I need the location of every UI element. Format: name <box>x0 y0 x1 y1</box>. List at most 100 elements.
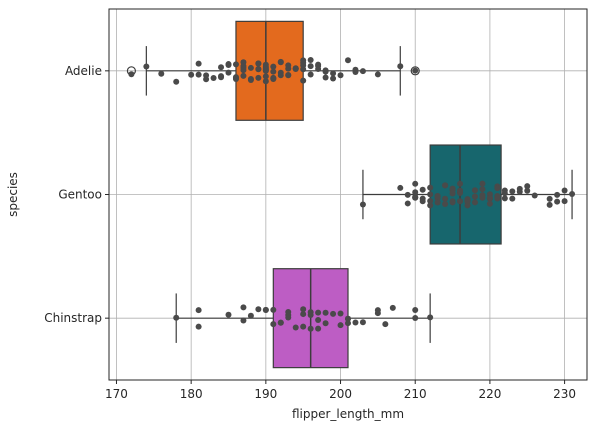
data-point <box>203 72 210 79</box>
data-point <box>501 187 508 194</box>
strip-points-layer <box>128 56 576 332</box>
data-point <box>546 195 553 202</box>
data-point <box>501 195 508 202</box>
data-point <box>419 186 426 193</box>
tick-layer: 170 180 190 200 210 220 230 Adelie Gentoo Chinstr… <box>44 64 576 401</box>
data-point <box>247 75 254 82</box>
data-point <box>315 66 322 73</box>
data-point <box>285 62 292 69</box>
y-tick-label: Chinstrap <box>44 311 102 325</box>
data-point <box>479 194 486 201</box>
data-point <box>225 311 232 318</box>
data-point <box>307 56 314 63</box>
data-point <box>449 199 456 206</box>
x-tick-label: 200 <box>329 387 352 401</box>
data-point <box>307 63 314 70</box>
data-point <box>494 193 501 200</box>
data-point <box>315 309 322 316</box>
data-point <box>554 198 561 205</box>
data-point <box>315 61 322 68</box>
data-point <box>531 192 538 199</box>
data-point <box>434 199 441 206</box>
data-point <box>457 198 464 205</box>
data-point <box>300 323 307 330</box>
data-point <box>128 71 135 78</box>
data-point <box>322 320 329 327</box>
data-point <box>210 75 217 82</box>
data-point <box>195 307 202 314</box>
data-point <box>292 324 299 331</box>
data-point <box>337 72 344 79</box>
data-point <box>292 66 299 73</box>
data-point <box>225 61 232 68</box>
data-point <box>427 184 434 191</box>
data-point <box>442 195 449 202</box>
data-point <box>262 306 269 313</box>
x-axis-label: flipper_length_mm <box>292 407 404 421</box>
data-point <box>374 307 381 314</box>
data-point <box>240 72 247 79</box>
data-point <box>464 202 471 209</box>
data-point <box>486 200 493 207</box>
data-point <box>255 74 262 81</box>
y-tick-label: Gentoo <box>58 188 102 202</box>
data-point <box>307 309 314 316</box>
data-point <box>561 198 568 205</box>
outlier-marker <box>410 66 420 76</box>
data-point <box>561 187 568 194</box>
data-point <box>449 185 456 192</box>
data-point <box>307 71 314 78</box>
data-point <box>427 314 434 321</box>
data-point <box>240 304 247 311</box>
x-tick-label: 220 <box>478 387 501 401</box>
data-point <box>442 201 449 208</box>
data-point <box>427 202 434 209</box>
data-point <box>270 321 277 328</box>
data-point <box>300 59 307 66</box>
data-point <box>277 58 284 65</box>
data-point <box>143 63 150 70</box>
data-point <box>277 319 284 326</box>
data-point <box>262 66 269 73</box>
data-point <box>427 191 434 198</box>
data-point <box>285 314 292 321</box>
data-point <box>232 75 239 82</box>
data-point <box>315 316 322 323</box>
data-point <box>300 306 307 313</box>
data-point <box>412 307 419 314</box>
data-point <box>359 319 366 326</box>
data-point <box>352 319 359 326</box>
data-point <box>195 71 202 78</box>
data-point <box>285 72 292 79</box>
data-point <box>262 73 269 80</box>
data-point <box>382 321 389 328</box>
data-point <box>516 185 523 192</box>
data-point <box>352 66 359 73</box>
data-point <box>397 184 404 191</box>
data-point <box>345 320 351 327</box>
data-point <box>397 63 404 70</box>
data-point <box>307 325 314 332</box>
data-point <box>188 71 195 78</box>
data-point <box>524 183 531 190</box>
data-point <box>419 195 426 202</box>
x-tick-label: 170 <box>105 387 128 401</box>
data-point <box>389 304 396 311</box>
data-point <box>471 193 478 200</box>
data-point <box>330 310 337 317</box>
data-point <box>464 197 471 204</box>
data-point <box>232 61 239 68</box>
data-point <box>457 187 464 194</box>
data-point <box>509 195 516 202</box>
data-point <box>412 67 419 74</box>
data-point <box>255 60 262 67</box>
data-point <box>412 194 419 201</box>
data-point <box>315 325 322 332</box>
data-point <box>322 68 329 75</box>
data-point <box>337 322 344 329</box>
data-point <box>337 310 344 317</box>
data-point <box>277 69 284 76</box>
data-point <box>412 189 419 196</box>
data-point <box>262 78 269 85</box>
